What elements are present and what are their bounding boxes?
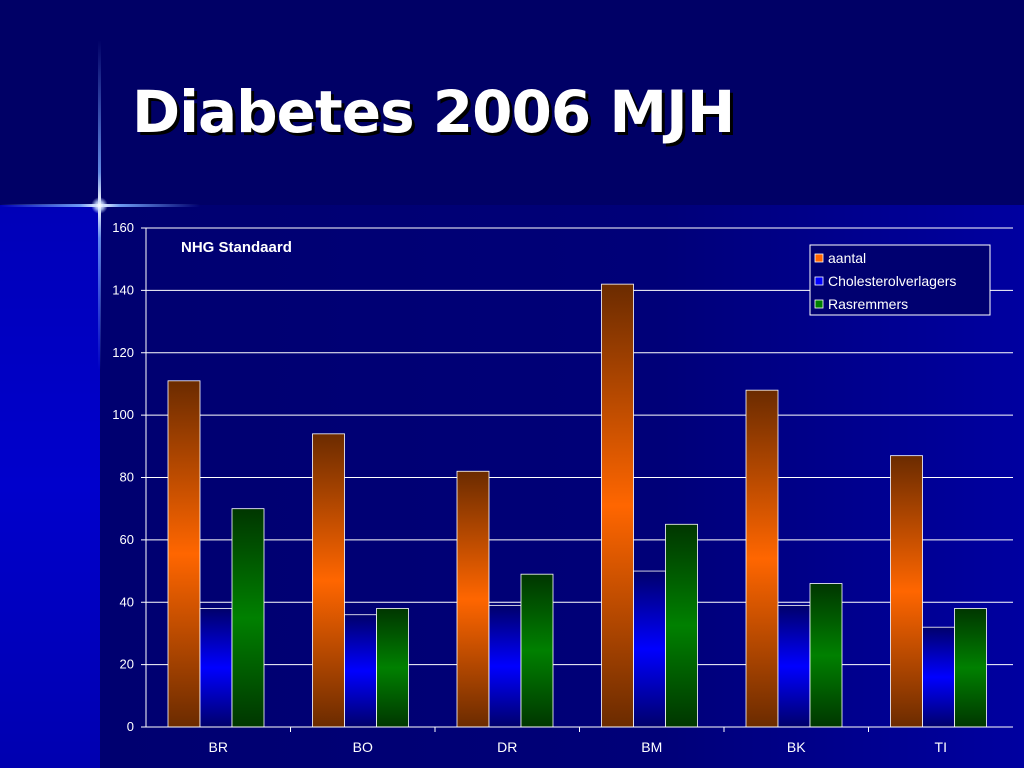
bar-Rasremmers-BR [231,508,265,728]
legend-swatch-Cholesterolverlagers [814,276,824,286]
bar-Cholesterolverlagers-DR [488,604,522,728]
bar-Cholesterolverlagers-BR [199,608,233,728]
bar-aantal-TI [890,455,923,728]
legend-label-Cholesterolverlagers: Cholesterolverlagers [828,273,956,289]
legend-label-Rasremmers: Rasremmers [828,296,908,312]
legend-swatch-aantal [814,253,824,263]
x-tick-label-BR: BR [209,739,228,755]
y-tick-label-0: 0 [127,719,134,734]
chart-legend: aantal Cholesterolverlagers Rasremmers [809,244,991,316]
bar-Rasremmers-BM [665,523,698,728]
y-tick-label-160: 160 [112,220,134,235]
bar-Cholesterolverlagers-TI [922,626,955,728]
bars [167,283,987,728]
sparkle-icon [91,197,108,214]
x-tick-label-BM: BM [641,739,662,755]
left-accent-band [0,205,100,768]
y-tick-label-140: 140 [112,282,134,297]
y-tick-label-100: 100 [112,407,134,422]
y-tick-label-20: 20 [120,657,134,672]
bar-Cholesterolverlagers-BO [344,614,377,728]
y-tick-label-120: 120 [112,345,134,360]
x-tick-label-DR: DR [497,739,517,755]
bar-Rasremmers-BK [809,583,843,728]
legend-box [809,244,991,316]
bar-Rasremmers-DR [520,573,554,728]
chart-annotation: NHG Standaard [181,239,292,256]
bar-Rasremmers-TI [954,608,987,728]
bar-Cholesterolverlagers-BK [777,604,811,728]
bar-aantal-BR [167,380,201,728]
bar-aantal-BK [745,389,779,728]
y-tick-label-60: 60 [120,532,134,547]
x-tick-label-BK: BK [787,739,806,755]
axes: 0 20 40 60 80 100 120 140 160 BR BO DR BM BK TI [112,220,1013,755]
bar-aantal-BM [601,283,634,728]
y-tick-label-40: 40 [120,594,134,609]
bar-aantal-BO [312,433,345,728]
bar-Rasremmers-BO [376,608,409,728]
bar-Cholesterolverlagers-BM [633,570,666,728]
y-tick-label-80: 80 [120,470,134,485]
bar-aantal-DR [456,470,490,728]
x-tick-label-TI: TI [935,739,947,755]
slide-title: Diabetes 2006 MJH [132,78,735,146]
x-tick-label-BO: BO [353,739,373,755]
legend-label-aantal: aantal [828,250,866,266]
legend-swatch-Rasremmers [814,299,824,309]
